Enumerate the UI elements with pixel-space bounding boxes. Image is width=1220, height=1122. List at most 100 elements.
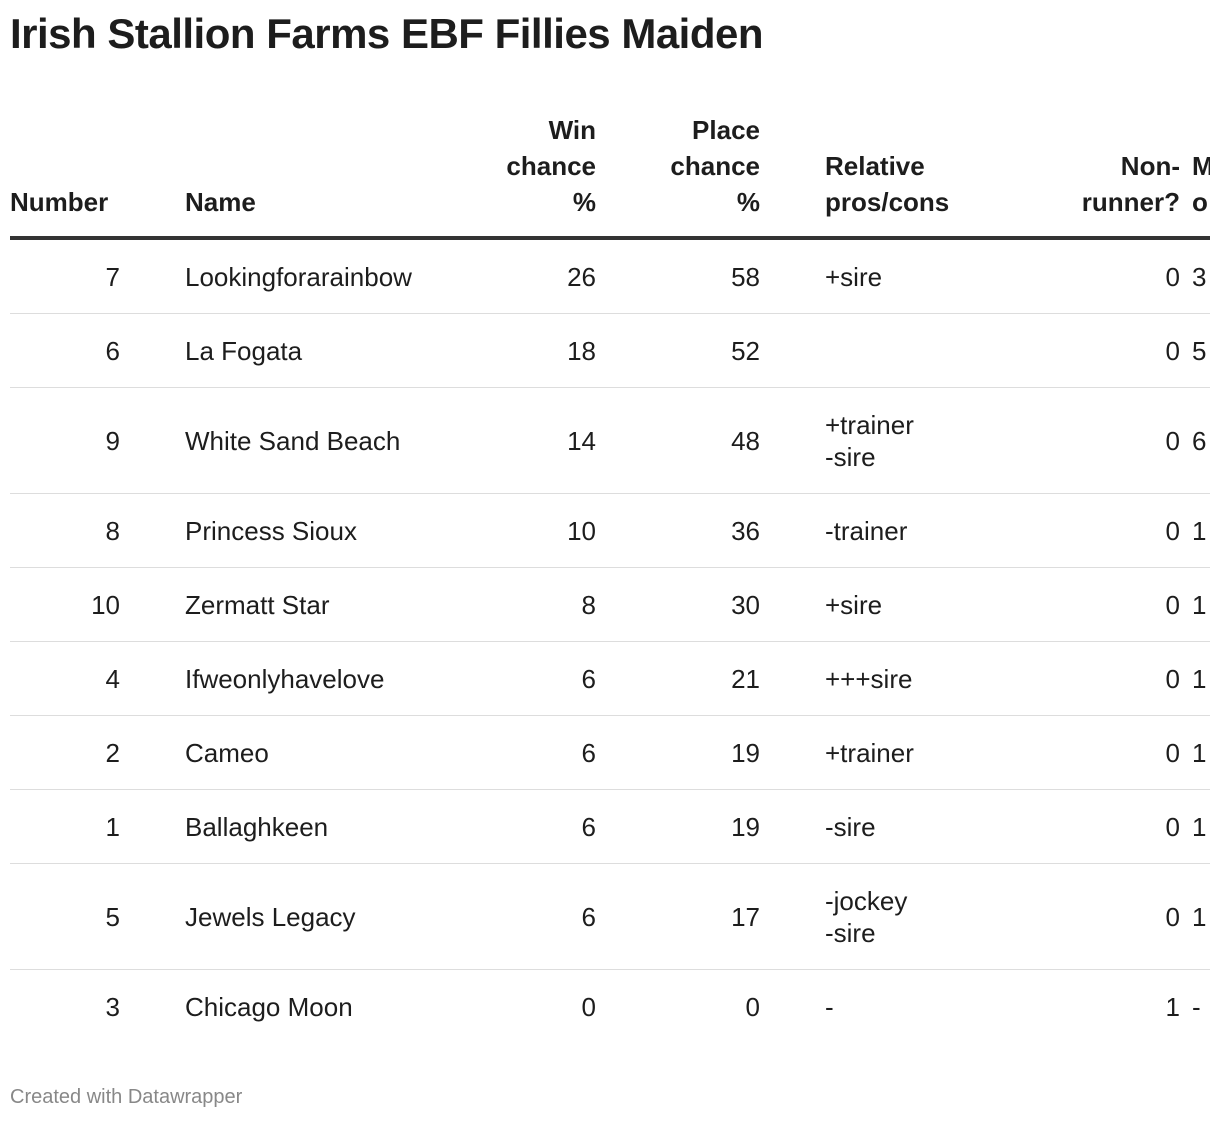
header-place-chance: Place chance % bbox=[596, 112, 760, 240]
cell-number: 4 bbox=[10, 641, 120, 716]
cell-spacer bbox=[120, 863, 185, 970]
cell-pros-cons: -trainer bbox=[825, 493, 1020, 568]
cell-pros-cons: +sire bbox=[825, 567, 1020, 642]
cell-spacer bbox=[760, 641, 825, 716]
cell-non-runner: 0 bbox=[1020, 493, 1180, 568]
cell-pros-cons: -sire bbox=[825, 789, 1020, 864]
cell-name: Ballaghkeen bbox=[185, 789, 445, 864]
cell-win-chance: 6 bbox=[445, 789, 596, 864]
table-body: 7 Lookingforarainbow 26 58 +sire 0 3 6 La Fogata… bbox=[10, 238, 1210, 1043]
cell-spacer bbox=[760, 715, 825, 790]
cell-place-chance: 48 bbox=[596, 387, 760, 494]
cell-non-runner: 0 bbox=[1020, 863, 1180, 970]
table-row: 5 Jewels Legacy 6 17 -jockey -sire 0 1 bbox=[10, 863, 1210, 970]
cell-name: Lookingforarainbow bbox=[185, 238, 445, 314]
cell-non-runner: 0 bbox=[1020, 567, 1180, 642]
cell-name: Cameo bbox=[185, 715, 445, 790]
cell-place-chance: 0 bbox=[745, 991, 760, 1022]
header-number: Number bbox=[10, 112, 120, 240]
cell-name: La Fogata bbox=[185, 313, 445, 388]
cell-win-chance: 14 bbox=[445, 387, 596, 494]
header-win-chance: Win chance % bbox=[445, 112, 596, 240]
cell-pros-cons: +trainer bbox=[825, 715, 1020, 790]
cell-place-chance: 52 bbox=[596, 313, 760, 388]
cell-win-chance: 18 bbox=[445, 313, 596, 388]
cell-number: 2 bbox=[10, 715, 120, 790]
header-name: Name bbox=[185, 112, 445, 240]
cell-name: Zermatt Star bbox=[185, 567, 445, 642]
cell-name: Ifweonlyhavelove bbox=[185, 641, 445, 716]
table-row: 1 Ballaghkeen 6 19 -sire 0 1 bbox=[10, 789, 1210, 864]
cell-number: 8 bbox=[10, 493, 120, 568]
header-spacer bbox=[760, 112, 825, 240]
cell-spacer bbox=[120, 493, 185, 568]
table-row: 8 Princess Sioux 10 36 -trainer 0 1 bbox=[10, 493, 1210, 568]
cell-place-chance: 21 bbox=[596, 641, 760, 716]
race-table: Number Name Win chance % Place chance % … bbox=[10, 112, 1210, 1043]
cell-non-runner: 0 bbox=[1020, 313, 1180, 388]
cell-win-chance: 6 bbox=[445, 863, 596, 970]
cell-extra: 1 bbox=[1180, 493, 1210, 568]
cell-pros-cons: +sire bbox=[825, 238, 1020, 314]
cell-extra: 1 bbox=[1180, 641, 1210, 716]
cell-spacer bbox=[120, 715, 185, 790]
header-pros-cons: Relative pros/cons bbox=[825, 112, 1020, 240]
cell-pros-cons bbox=[825, 313, 1020, 388]
cell-win-chance: 26 bbox=[445, 238, 596, 314]
cell-name: White Sand Beach bbox=[185, 387, 445, 494]
table-row: 3 Chicago Moon 0 0-1- bbox=[10, 970, 1210, 1044]
cell-non-runner: 0 bbox=[1020, 387, 1180, 494]
cell-place-chance: 30 bbox=[596, 567, 760, 642]
cell-number: 6 bbox=[10, 313, 120, 388]
cell-non-runner: 0 bbox=[1020, 715, 1180, 790]
cell-number: 5 bbox=[10, 863, 120, 970]
page-title: Irish Stallion Farms EBF Fillies Maiden bbox=[10, 10, 764, 57]
cell-spacer bbox=[120, 313, 185, 388]
cell-spacer bbox=[120, 387, 185, 494]
cell-spacer bbox=[760, 970, 825, 1044]
cell-non-runner: 0 bbox=[1020, 238, 1180, 314]
cell-place-chance: 17 bbox=[596, 863, 760, 970]
cell-spacer bbox=[120, 641, 185, 716]
cell-extra: 6 bbox=[1180, 387, 1210, 494]
cell-non-runner: 0 bbox=[1020, 641, 1180, 716]
table-header-row: Number Name Win chance % Place chance % … bbox=[10, 112, 1210, 240]
cell-spacer bbox=[760, 789, 825, 864]
table-row: 6 La Fogata 18 52 0 5 bbox=[10, 313, 1210, 388]
cell-spacer bbox=[120, 970, 185, 1044]
cell-spacer bbox=[760, 567, 825, 642]
cell-place-chance: 58 bbox=[596, 238, 760, 314]
cell-spacer bbox=[760, 313, 825, 388]
cell-win-chance: 0 bbox=[581, 991, 596, 1022]
cell-extra: 1 bbox=[1180, 715, 1210, 790]
cell-number: 1 bbox=[10, 789, 120, 864]
cell-name: Princess Sioux bbox=[185, 493, 445, 568]
cell-extra: 1 bbox=[1180, 789, 1210, 864]
datawrapper-credit: Created with Datawrapper bbox=[10, 1086, 243, 1108]
header-extra: M o bbox=[1180, 112, 1210, 240]
table-row: 7 Lookingforarainbow 26 58 +sire 0 3 bbox=[10, 238, 1210, 314]
table-row: 2 Cameo 6 19 +trainer 0 1 bbox=[10, 715, 1210, 790]
header-non-runner: Non-runner? bbox=[1020, 112, 1180, 240]
cell-name: Chicago Moon bbox=[185, 991, 353, 1022]
cell-win-chance: 8 bbox=[445, 567, 596, 642]
table-row: 4 Ifweonlyhavelove 6 21 +++sire 0 1 bbox=[10, 641, 1210, 716]
cell-spacer bbox=[120, 789, 185, 864]
cell-win-chance: 10 bbox=[445, 493, 596, 568]
cell-extra: - bbox=[1192, 991, 1201, 1022]
cell-spacer bbox=[760, 493, 825, 568]
cell-spacer bbox=[760, 387, 825, 494]
cell-win-chance: 6 bbox=[445, 641, 596, 716]
cell-place-chance: 19 bbox=[596, 789, 760, 864]
cell-extra: 1 bbox=[1180, 863, 1210, 970]
cell-non-runner: 0 bbox=[1020, 789, 1180, 864]
cell-number: 3 bbox=[105, 991, 120, 1022]
cell-place-chance: 36 bbox=[596, 493, 760, 568]
cell-pros-cons: +trainer -sire bbox=[825, 387, 1020, 494]
cell-number: 7 bbox=[10, 238, 120, 314]
cell-place-chance: 19 bbox=[596, 715, 760, 790]
table-row: 9 White Sand Beach 14 48 +trainer -sire 0 6 bbox=[10, 387, 1210, 494]
cell-pros-cons: - bbox=[825, 991, 834, 1022]
table-container: Number Name Win chance % Place chance % … bbox=[10, 112, 1210, 1062]
cell-spacer bbox=[120, 567, 185, 642]
